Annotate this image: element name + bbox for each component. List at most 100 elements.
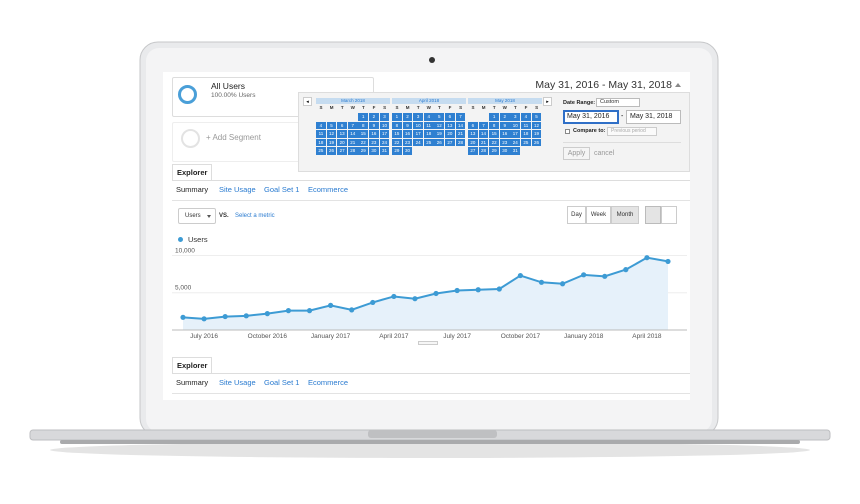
- day-cell[interactable]: 10: [379, 121, 390, 130]
- day-cell[interactable]: 29: [489, 147, 499, 155]
- day-cell[interactable]: 3: [413, 113, 423, 121]
- day-cell[interactable]: 11: [316, 130, 326, 138]
- day-cell[interactable]: 10: [510, 121, 521, 130]
- day-cell[interactable]: 3: [379, 113, 390, 121]
- day-cell[interactable]: 18: [521, 130, 531, 138]
- day-cell[interactable]: 11: [521, 121, 531, 130]
- day-cell[interactable]: 1: [358, 113, 369, 121]
- day-cell[interactable]: 20: [337, 138, 347, 147]
- day-cell[interactable]: 31: [510, 147, 521, 155]
- day-cell[interactable]: 16: [402, 130, 413, 138]
- day-cell[interactable]: 1: [392, 113, 402, 121]
- day-cell[interactable]: 18: [316, 138, 326, 147]
- day-cell[interactable]: 6: [445, 113, 455, 121]
- metric-select[interactable]: Users: [178, 208, 216, 224]
- day-cell[interactable]: 23: [499, 138, 510, 147]
- date-range[interactable]: May 31, 2016 - May 31, 2018: [535, 79, 672, 91]
- day-cell[interactable]: 27: [445, 138, 455, 147]
- select-metric[interactable]: Select a metric: [235, 213, 275, 219]
- day-cell[interactable]: 4: [423, 113, 434, 121]
- day-cell[interactable]: 27: [468, 147, 478, 155]
- subtab[interactable]: Site Usage: [219, 185, 256, 194]
- motion-chart-toggle[interactable]: [661, 206, 677, 224]
- day-cell[interactable]: 17: [413, 130, 423, 138]
- day-cell[interactable]: 16: [499, 130, 510, 138]
- day-cell[interactable]: 14: [455, 121, 466, 130]
- day-cell[interactable]: 20: [468, 138, 478, 147]
- day-cell[interactable]: 8: [358, 121, 369, 130]
- day-cell[interactable]: 21: [478, 138, 489, 147]
- subtab[interactable]: Goal Set 1: [264, 185, 300, 194]
- day-cell[interactable]: 15: [489, 130, 499, 138]
- day-cell[interactable]: 2: [402, 113, 413, 121]
- day-cell[interactable]: 9: [402, 121, 413, 130]
- day-cell[interactable]: 12: [531, 121, 542, 130]
- day-cell[interactable]: 14: [347, 130, 358, 138]
- day-cell[interactable]: 16: [369, 130, 379, 138]
- add-segment-label[interactable]: + Add Segment: [206, 133, 261, 142]
- day-cell[interactable]: 6: [468, 121, 478, 130]
- day-cell[interactable]: 3: [510, 113, 521, 121]
- day-cell[interactable]: 13: [468, 130, 478, 138]
- day-cell[interactable]: 21: [347, 138, 358, 147]
- day-cell[interactable]: 25: [316, 147, 326, 155]
- day-cell[interactable]: 6: [337, 121, 347, 130]
- day-cell[interactable]: 27: [337, 147, 347, 155]
- day-cell[interactable]: 7: [347, 121, 358, 130]
- day-cell[interactable]: 8: [489, 121, 499, 130]
- day-cell[interactable]: 30: [402, 147, 413, 155]
- day-cell[interactable]: 28: [478, 147, 489, 155]
- prev-month[interactable]: ◂: [303, 97, 312, 106]
- day-cell[interactable]: 24: [413, 138, 423, 147]
- day-cell[interactable]: 13: [337, 130, 347, 138]
- day-cell[interactable]: 1: [489, 113, 499, 121]
- day-cell[interactable]: 5: [326, 121, 337, 130]
- day-cell[interactable]: 17: [379, 130, 390, 138]
- day-cell[interactable]: 21: [455, 130, 466, 138]
- day-cell[interactable]: 4: [316, 121, 326, 130]
- day-cell[interactable]: 8: [392, 121, 402, 130]
- range-select[interactable]: Custom: [596, 98, 640, 107]
- day-cell[interactable]: 28: [347, 147, 358, 155]
- day-cell[interactable]: 24: [510, 138, 521, 147]
- subtab[interactable]: Ecommerce: [308, 185, 349, 194]
- day-cell[interactable]: 19: [326, 138, 337, 147]
- day-cell[interactable]: 22: [358, 138, 369, 147]
- day-cell[interactable]: 22: [489, 138, 499, 147]
- day-cell[interactable]: 15: [358, 130, 369, 138]
- day-cell[interactable]: 25: [521, 138, 531, 147]
- day-cell[interactable]: 11: [423, 121, 434, 130]
- day-cell[interactable]: 9: [499, 121, 510, 130]
- day-cell[interactable]: 23: [369, 138, 379, 147]
- granularity-button[interactable]: Week: [586, 206, 611, 224]
- explorer-tab[interactable]: Explorer: [172, 164, 212, 181]
- day-cell[interactable]: 29: [392, 147, 402, 155]
- subtab[interactable]: Site Usage: [219, 378, 256, 387]
- line-chart-toggle[interactable]: [645, 206, 661, 224]
- day-cell[interactable]: 20: [445, 130, 455, 138]
- day-cell[interactable]: 2: [499, 113, 510, 121]
- day-cell[interactable]: 26: [434, 138, 445, 147]
- subtab[interactable]: Summary: [176, 378, 209, 387]
- day-cell[interactable]: 25: [423, 138, 434, 147]
- day-cell[interactable]: 10: [413, 121, 423, 130]
- cancel-link[interactable]: cancel: [594, 150, 615, 157]
- day-cell[interactable]: 2: [369, 113, 379, 121]
- next-month[interactable]: ▸: [543, 97, 552, 106]
- day-cell[interactable]: 29: [358, 147, 369, 155]
- apply-button[interactable]: Apply: [563, 147, 590, 160]
- resize-handle[interactable]: [418, 341, 438, 345]
- day-cell[interactable]: 5: [434, 113, 445, 121]
- day-cell[interactable]: 14: [478, 130, 489, 138]
- day-cell[interactable]: 28: [455, 138, 466, 147]
- day-cell[interactable]: 26: [531, 138, 542, 147]
- day-cell[interactable]: 19: [531, 130, 542, 138]
- subtab[interactable]: Summary: [176, 185, 209, 194]
- day-cell[interactable]: 23: [402, 138, 413, 147]
- day-cell[interactable]: 24: [379, 138, 390, 147]
- subtab[interactable]: Goal Set 1: [264, 378, 300, 387]
- explorer-tab[interactable]: Explorer: [172, 357, 212, 374]
- day-cell[interactable]: 18: [423, 130, 434, 138]
- day-cell[interactable]: 30: [499, 147, 510, 155]
- day-cell[interactable]: 19: [434, 130, 445, 138]
